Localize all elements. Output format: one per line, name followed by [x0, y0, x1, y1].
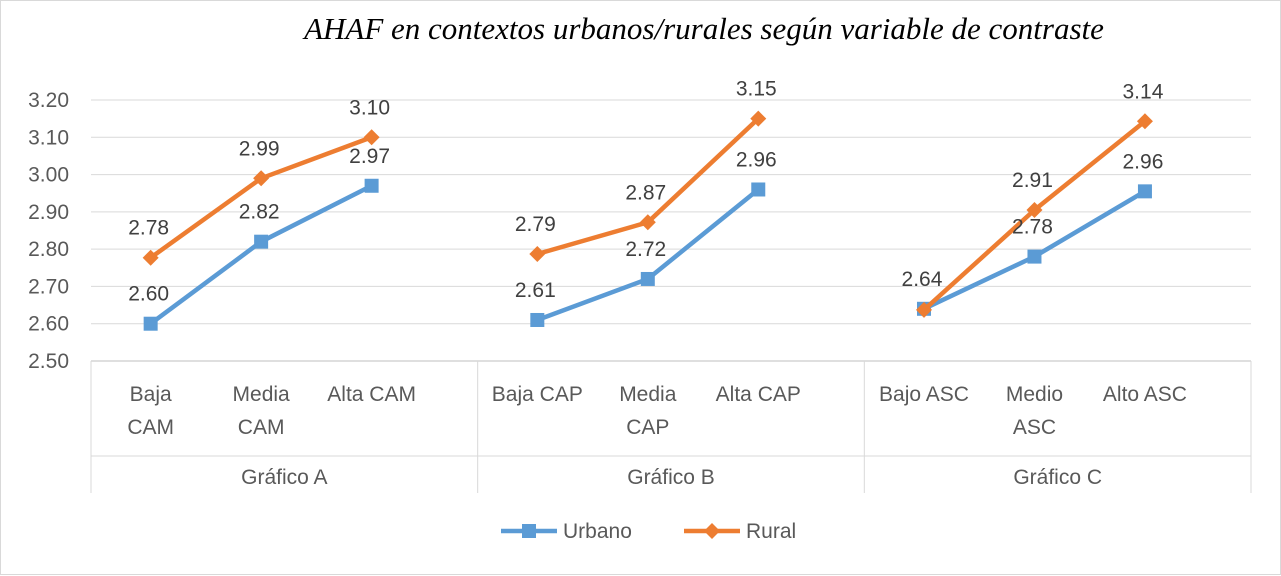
- group-label: Gráfico A: [241, 466, 327, 489]
- marker-point-urbano: [364, 178, 379, 193]
- group-label: Gráfico C: [1013, 466, 1102, 489]
- data-label: 2.72: [625, 238, 666, 261]
- marker-point-rural: [142, 249, 159, 266]
- y-axis-ticks: 3.20 3.10 3.00 2.90 2.80 2.70 2.60 2.50: [28, 89, 69, 373]
- data-labels: 2.60 2.82 2.97 2.61 2.72 2.96 2.64 2.78 2.96 2.78…: [128, 78, 1163, 306]
- category-label: Alto ASC: [1103, 383, 1187, 406]
- y-tick-label: 2.50: [28, 350, 69, 373]
- legend: Urbano Rural: [501, 520, 796, 543]
- legend-marker-rural: [704, 523, 720, 539]
- category-label: CAM: [238, 416, 285, 439]
- gridlines: [91, 99, 1251, 362]
- marker-point-rural: [750, 110, 767, 127]
- data-label: 3.14: [1123, 80, 1164, 103]
- category-label: Baja CAP: [492, 383, 583, 406]
- data-label: 2.91: [1012, 169, 1053, 192]
- category-label: Alta CAP: [716, 383, 801, 406]
- marker-point-rural: [915, 301, 932, 318]
- marker-point-rural: [1026, 201, 1043, 218]
- data-label: 2.97: [349, 145, 390, 168]
- data-label: 2.78: [128, 217, 169, 240]
- data-label: 2.60: [128, 283, 169, 306]
- y-tick-label: 2.80: [28, 238, 69, 261]
- category-label: Bajo ASC: [879, 383, 969, 406]
- legend-label-urbano: Urbano: [563, 520, 632, 543]
- data-label: 3.10: [349, 96, 390, 119]
- y-tick-label: 3.20: [28, 89, 69, 112]
- data-label: 2.96: [736, 148, 777, 171]
- y-tick-label: 3.00: [28, 164, 69, 187]
- y-tick-label: 2.90: [28, 201, 69, 224]
- marker-point-rural: [1136, 113, 1153, 130]
- data-label: 2.61: [515, 279, 556, 302]
- marker-point-urbano: [1137, 184, 1152, 199]
- category-label: ASC: [1013, 416, 1056, 439]
- legend-marker-urbano: [522, 524, 536, 538]
- category-label: Baja: [130, 383, 172, 406]
- category-label: Media: [619, 383, 677, 406]
- marker-point-urbano: [530, 312, 545, 327]
- data-label: 2.82: [239, 201, 280, 224]
- data-label: 2.99: [239, 137, 280, 160]
- marker-point-rural: [253, 170, 270, 187]
- x-axis: Baja CAM Media CAM Alta CAM Gráfico A Baja CAP…: [90, 361, 1252, 493]
- chart-title: AHAF en contextos urbanos/rurales según …: [302, 11, 1104, 46]
- marker-point-urbano: [143, 316, 158, 331]
- data-label: 2.64: [902, 268, 943, 291]
- group-label: Gráfico B: [627, 466, 715, 489]
- y-tick-label: 2.60: [28, 313, 69, 336]
- data-label: 3.15: [736, 78, 777, 101]
- category-label: Alta CAM: [327, 383, 416, 406]
- category-label: Media: [233, 383, 291, 406]
- marker-point-rural: [363, 129, 380, 146]
- series-lines: [142, 110, 1153, 331]
- category-label: CAP: [626, 416, 669, 439]
- data-label: 2.96: [1123, 150, 1164, 173]
- legend-label-rural: Rural: [746, 520, 796, 543]
- marker-point-urbano: [1027, 249, 1042, 264]
- marker-point-rural: [529, 245, 546, 262]
- data-label: 2.87: [625, 181, 666, 204]
- marker-point-urbano: [751, 182, 766, 197]
- category-label: CAM: [127, 416, 174, 439]
- data-label: 2.78: [1012, 216, 1053, 239]
- category-label: Medio: [1006, 383, 1063, 406]
- data-label: 2.79: [515, 213, 556, 236]
- marker-point-rural: [639, 214, 656, 231]
- y-tick-label: 3.10: [28, 126, 69, 149]
- y-tick-label: 2.70: [28, 275, 69, 298]
- marker-point-urbano: [254, 234, 269, 249]
- marker-point-urbano: [640, 271, 655, 286]
